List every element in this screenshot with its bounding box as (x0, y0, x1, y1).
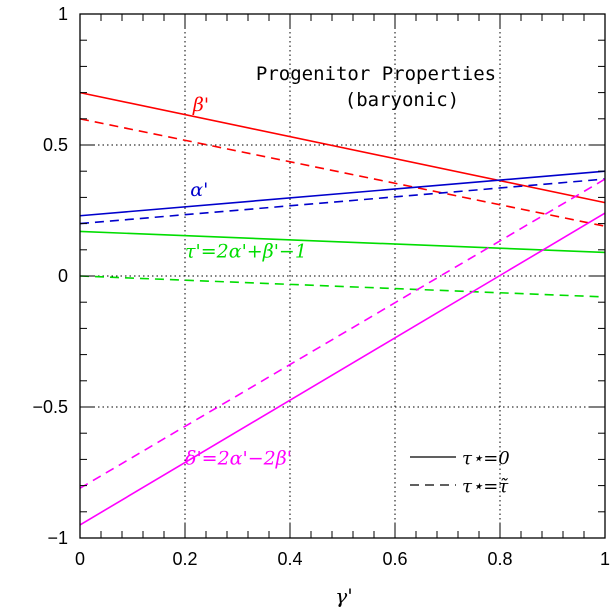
y-tick-label: −0.5 (32, 397, 68, 417)
series-line (79, 230, 606, 254)
y-tick-label: −1 (47, 528, 68, 548)
y-tick-label: 0.5 (43, 135, 68, 155)
series-line (79, 91, 606, 204)
x-tick-label: 0.2 (172, 549, 197, 569)
series-line (79, 170, 606, 217)
y-tick-label: 0 (58, 266, 68, 286)
series-line (79, 212, 606, 526)
line-label: β' (192, 94, 209, 116)
chart-subtitle: (baryonic) (345, 89, 459, 111)
line-label: τ'=2α'+β'−1 (185, 241, 307, 263)
line-label: α' (190, 179, 208, 201)
legend-label-solid: τ⋆=0 (462, 448, 510, 469)
axes: 0 0.2 0.4 0.6 0.8 1 −1 −0.5 0 0.5 1 (32, 4, 610, 569)
x-tick-label: 0 (75, 549, 85, 569)
grid (80, 14, 605, 538)
chart-title: Progenitor Properties (256, 63, 496, 85)
line-label: δ'=2α'−2β' (185, 448, 292, 470)
series-lines (79, 91, 606, 526)
series-line (79, 178, 606, 225)
x-axis-title: γ' (335, 584, 352, 608)
x-tick-label: 0.8 (487, 549, 512, 569)
legend: τ⋆=0 τ⋆=τ̃ (410, 448, 510, 497)
line-labels: β' α' τ'=2α'+β'−1 δ'=2α'−2β' (185, 94, 307, 470)
series-line (79, 118, 606, 228)
y-tick-label: 1 (58, 4, 68, 24)
series-line (79, 178, 606, 489)
series-line (79, 275, 606, 298)
legend-label-dashed: τ⋆=τ̃ (462, 476, 509, 497)
x-tick-label: 0.6 (382, 549, 407, 569)
x-tick-label: 1 (600, 549, 610, 569)
x-tick-label: 0.4 (277, 549, 302, 569)
